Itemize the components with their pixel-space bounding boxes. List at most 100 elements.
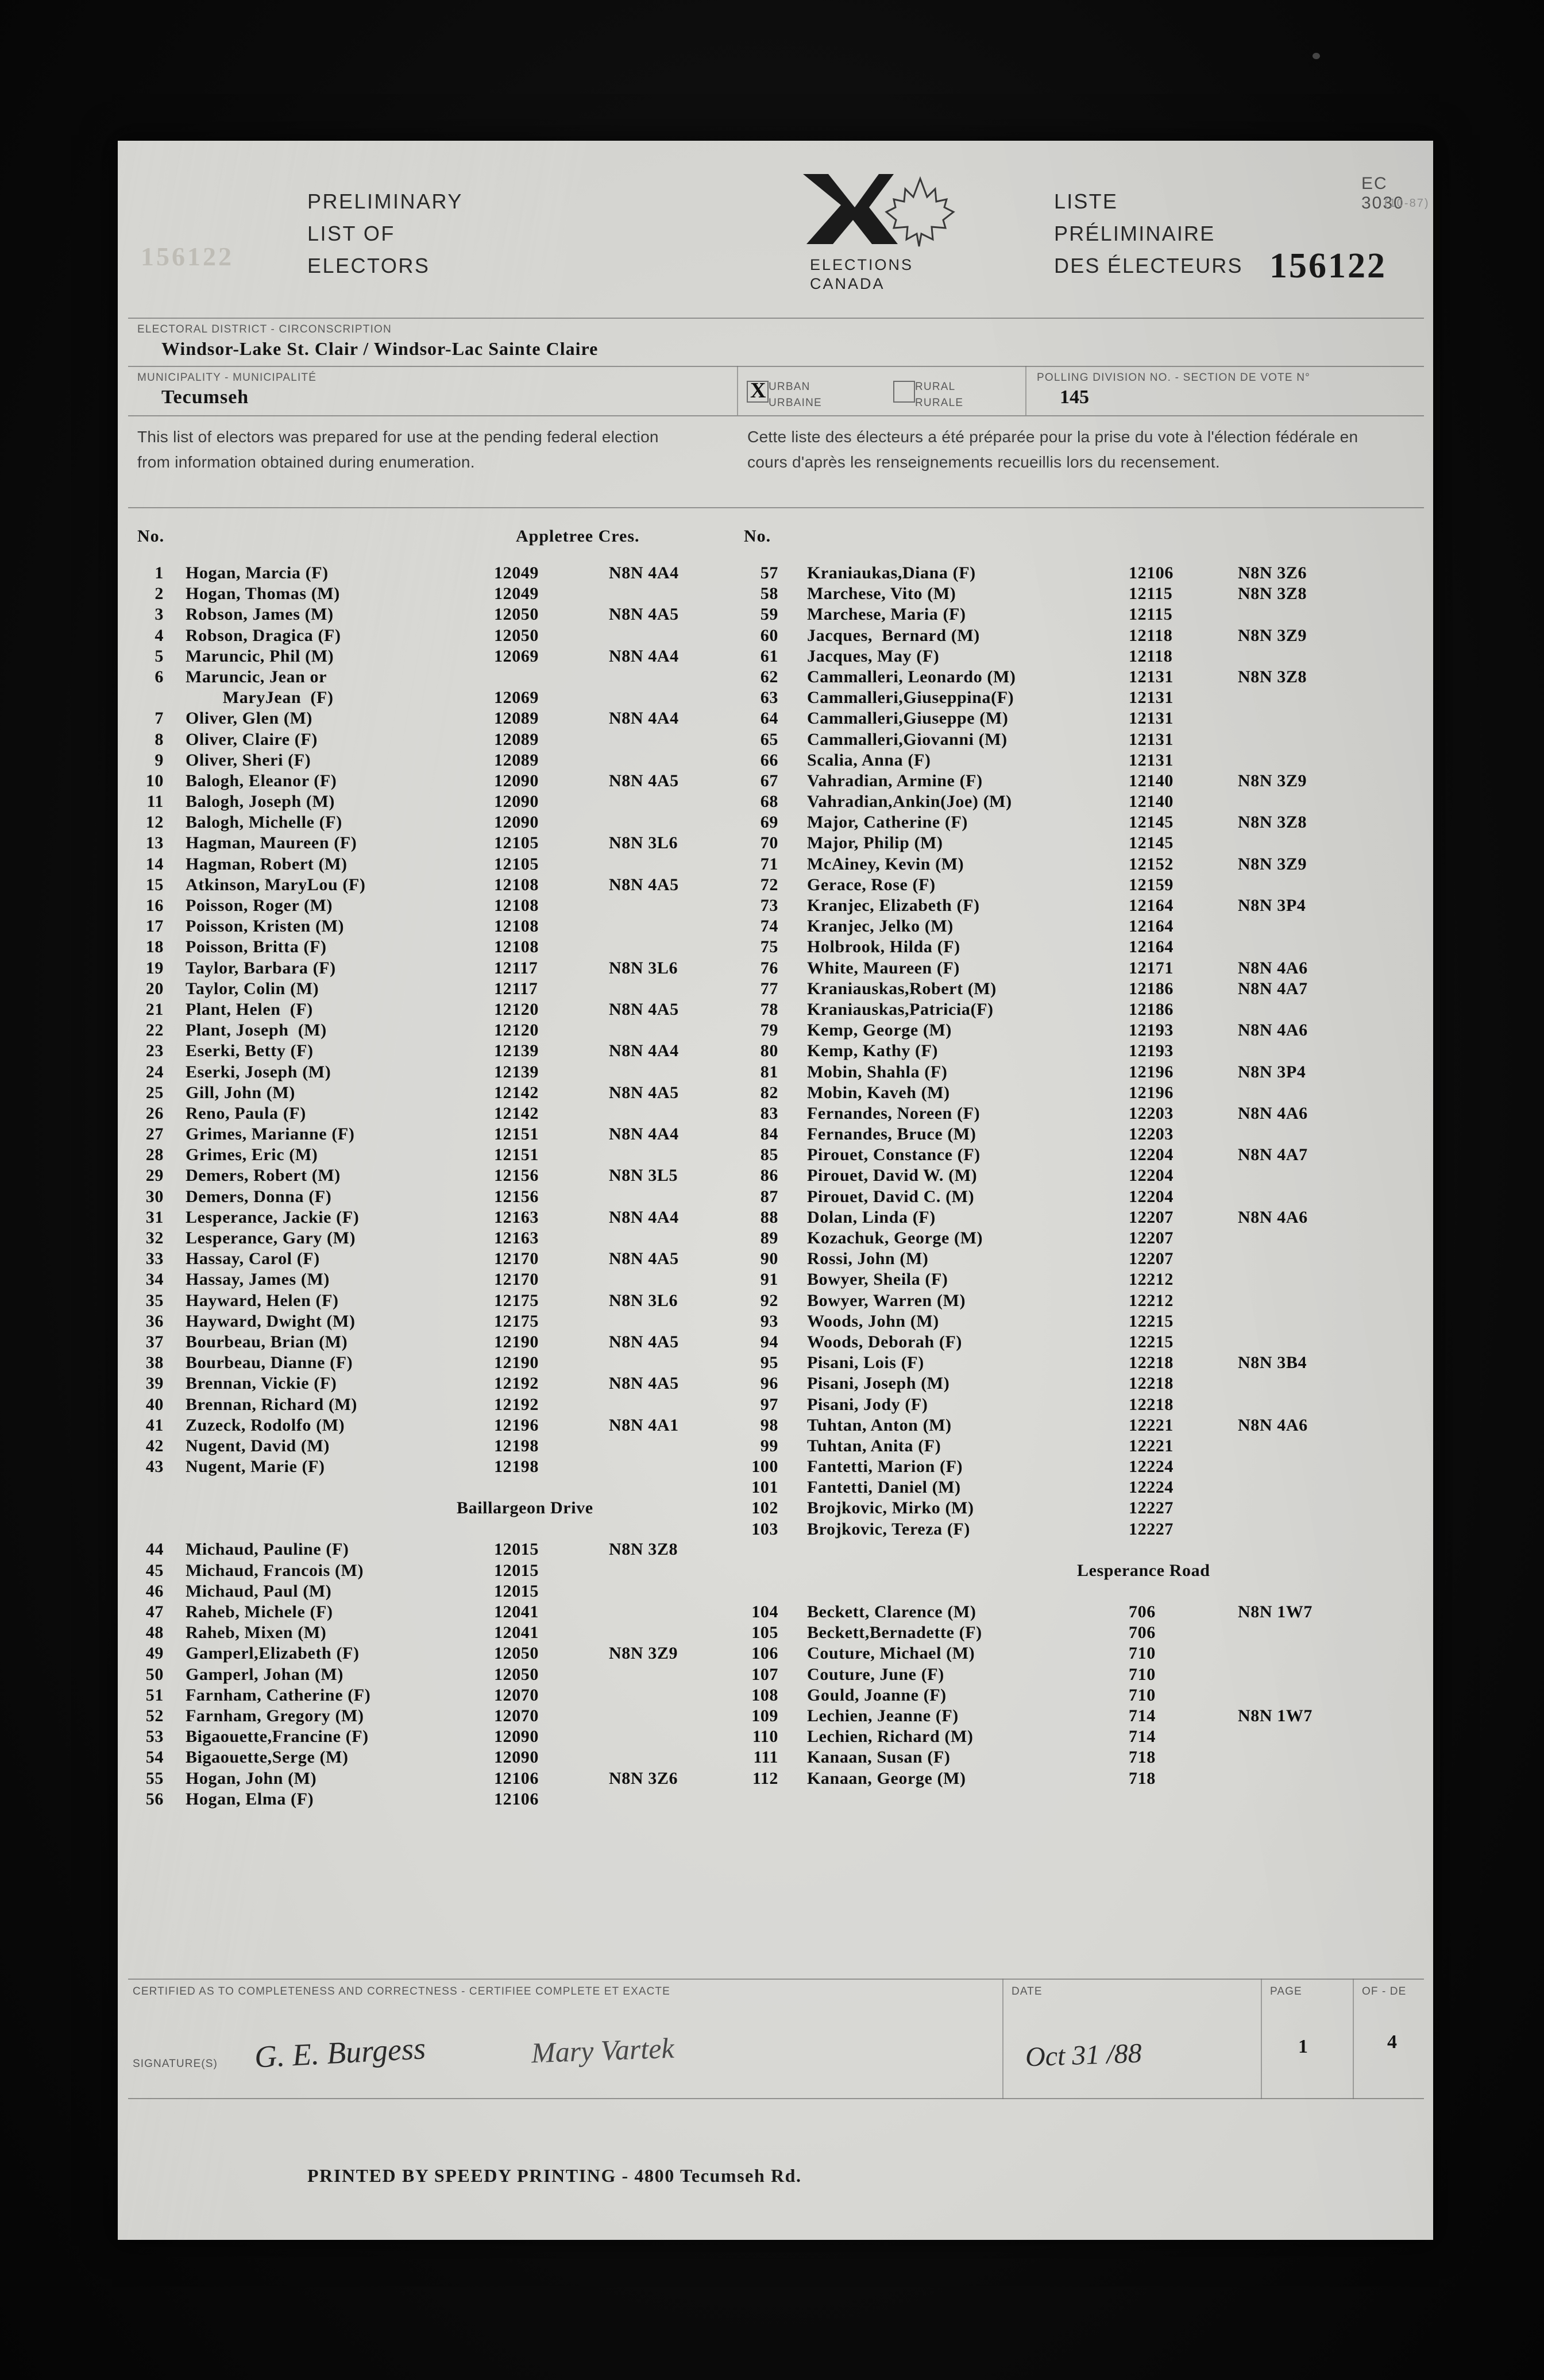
elector-name: Jacques, May (F) bbox=[807, 646, 940, 666]
elector-row: 41 Zuzeck, Rodolfo (M) 12196 N8N 4A1 bbox=[118, 1416, 738, 1436]
elector-row: 57 Kraniaukas,Diana (F) 12106 N8N 3Z6 bbox=[732, 563, 1422, 584]
civic-address-number: 12139 bbox=[494, 1041, 539, 1061]
civic-address-number: 12163 bbox=[494, 1207, 539, 1227]
elector-row: 29 Demers, Robert (M) 12156 N8N 3L5 bbox=[118, 1166, 738, 1187]
civic-address-number: 12070 bbox=[494, 1706, 539, 1725]
civic-address-number: 12218 bbox=[1129, 1394, 1174, 1414]
document-header: PRELIMINARY LIST OF ELECTORS ELECTIONS C… bbox=[118, 141, 1433, 319]
elector-number: 20 bbox=[145, 979, 164, 998]
elector-number: 5 bbox=[155, 646, 164, 666]
civic-address-number: 706 bbox=[1129, 1623, 1156, 1643]
title-english-line-2: LIST OF bbox=[307, 222, 395, 245]
elector-name: Hagman, Robert (M) bbox=[186, 854, 348, 874]
elector-row: 94 Woods, Deborah (F) 12215 bbox=[732, 1332, 1422, 1353]
elector-number: 50 bbox=[145, 1664, 164, 1684]
elector-number: 24 bbox=[145, 1062, 164, 1081]
elector-row: 59 Marchese, Maria (F) 12115 bbox=[732, 605, 1422, 625]
elector-number: 110 bbox=[752, 1727, 778, 1747]
elector-row: 107 Couture, June (F) 710 bbox=[732, 1665, 1422, 1686]
elector-row: 99 Tuhtan, Anita (F) 12221 bbox=[732, 1436, 1422, 1457]
elector-row: 67 Vahradian, Armine (F) 12140 N8N 3Z9 bbox=[732, 771, 1422, 792]
elector-number: 81 bbox=[760, 1062, 778, 1081]
elector-number: 28 bbox=[145, 1145, 164, 1165]
elector-number: 82 bbox=[760, 1083, 778, 1102]
elector-number: 45 bbox=[145, 1560, 164, 1580]
civic-address-number: 12089 bbox=[494, 709, 539, 728]
elector-row: 14 Hagman, Robert (M) 12105 bbox=[118, 855, 738, 875]
elector-row: 90 Rossi, John (M) 12207 bbox=[732, 1249, 1422, 1270]
civic-address-number: 12069 bbox=[494, 646, 539, 666]
elector-name: Beckett, Clarence (M) bbox=[807, 1602, 976, 1621]
elector-row: 74 Kranjec, Jelko (M) 12164 bbox=[732, 917, 1422, 937]
postal-code: N8N 4A6 bbox=[1238, 958, 1308, 978]
civic-address-number: 12131 bbox=[1129, 688, 1174, 708]
civic-address-number: 12196 bbox=[1129, 1083, 1174, 1102]
civic-address-number: 12218 bbox=[1129, 1374, 1174, 1393]
elector-name: Plant, Joseph (M) bbox=[186, 1021, 327, 1040]
elector-name: Bourbeau, Brian (M) bbox=[186, 1332, 348, 1351]
elector-name: Farnham, Catherine (F) bbox=[186, 1685, 371, 1705]
civic-address-number: 12175 bbox=[494, 1311, 539, 1331]
elector-number: 80 bbox=[760, 1041, 778, 1061]
civic-address-number: 12015 bbox=[494, 1581, 539, 1601]
rural-label-fr: RURALE bbox=[915, 397, 964, 409]
civic-address-number: 12145 bbox=[1129, 813, 1174, 832]
rural-label-en: RURAL bbox=[915, 381, 956, 393]
elector-row: 24 Eserki, Joseph (M) 12139 bbox=[118, 1062, 738, 1083]
divider-line bbox=[128, 318, 1424, 319]
elector-row: 93 Woods, John (M) 12215 bbox=[732, 1312, 1422, 1332]
rural-checkbox[interactable] bbox=[893, 381, 915, 403]
elector-name: Pirouet, David C. (M) bbox=[807, 1187, 975, 1206]
elector-number: 65 bbox=[760, 729, 778, 749]
civic-address-number: 12204 bbox=[1129, 1187, 1174, 1206]
elector-name: Marchese, Vito (M) bbox=[807, 584, 956, 604]
civic-address-number: 12120 bbox=[494, 999, 539, 1019]
elector-row: 73 Kranjec, Elizabeth (F) 12164 N8N 3P4 bbox=[732, 896, 1422, 917]
civic-address-number: 12118 bbox=[1129, 625, 1173, 645]
elector-number: 32 bbox=[145, 1228, 164, 1247]
street-section-header: Lesperance Road bbox=[732, 1561, 1422, 1582]
elector-row: 35 Hayward, Helen (F) 12175 N8N 3L6 bbox=[118, 1291, 738, 1312]
elector-name: Brojkovic, Tereza (F) bbox=[807, 1519, 970, 1539]
elector-name: Rossi, John (M) bbox=[807, 1249, 929, 1269]
elector-name: MaryJean (F) bbox=[186, 688, 334, 708]
logo-word-elections: ELECTIONS bbox=[810, 256, 914, 273]
elector-name: Pisani, Lois (F) bbox=[807, 1353, 924, 1373]
postal-code: N8N 3Z8 bbox=[1238, 667, 1307, 686]
elector-row: 46 Michaud, Paul (M) 12015 bbox=[118, 1582, 738, 1602]
elector-name: Hogan, Marcia (F) bbox=[186, 563, 329, 582]
notice-text-english: This list of electors was prepared for u… bbox=[137, 428, 659, 471]
elector-name: Taylor, Colin (M) bbox=[186, 979, 319, 998]
elector-row: 65 Cammalleri,Giovanni (M) 12131 bbox=[732, 730, 1422, 751]
elector-name: Taylor, Barbara (F) bbox=[186, 958, 336, 978]
elector-number: 86 bbox=[760, 1166, 778, 1185]
postal-code: N8N 3Z9 bbox=[1238, 625, 1307, 645]
elector-number: 102 bbox=[751, 1498, 778, 1518]
elector-row: 1 Hogan, Marcia (F) 12049 N8N 4A4 bbox=[118, 563, 738, 584]
elector-number: 18 bbox=[145, 937, 164, 957]
elector-number: 48 bbox=[145, 1623, 164, 1643]
elector-number: 97 bbox=[760, 1394, 778, 1414]
polling-division-label: POLLING DIVISION NO. - SECTION DE VOTE N… bbox=[1037, 372, 1310, 384]
page-label: PAGE bbox=[1270, 1985, 1302, 1998]
elector-number: 63 bbox=[760, 688, 778, 708]
elector-row: 81 Mobin, Shahla (F) 12196 N8N 3P4 bbox=[732, 1062, 1422, 1083]
urban-checkbox[interactable] bbox=[747, 381, 769, 403]
postal-code: N8N 4A4 bbox=[609, 646, 679, 666]
postal-code: N8N 4A5 bbox=[609, 875, 679, 894]
elector-name: Major, Catherine (F) bbox=[807, 813, 968, 832]
civic-address-number: 710 bbox=[1129, 1685, 1156, 1705]
civic-address-number: 12106 bbox=[494, 1768, 539, 1788]
elector-name: Tuhtan, Anita (F) bbox=[807, 1436, 941, 1455]
civic-address-number: 12204 bbox=[1129, 1145, 1174, 1165]
divider-line bbox=[128, 1979, 1424, 1980]
elector-number: 54 bbox=[145, 1748, 164, 1767]
elector-row: 44 Michaud, Pauline (F) 12015 N8N 3Z8 bbox=[118, 1540, 738, 1560]
civic-address-number: 12212 bbox=[1129, 1270, 1174, 1289]
elector-number: 93 bbox=[760, 1311, 778, 1331]
elector-number: 52 bbox=[145, 1706, 164, 1725]
elector-name: Michaud, Paul (M) bbox=[186, 1581, 332, 1601]
municipality-label: MUNICIPALITY - MUNICIPALITÉ bbox=[137, 372, 317, 384]
civic-address-number: 714 bbox=[1129, 1727, 1156, 1747]
elector-row: 72 Gerace, Rose (F) 12159 bbox=[732, 875, 1422, 896]
